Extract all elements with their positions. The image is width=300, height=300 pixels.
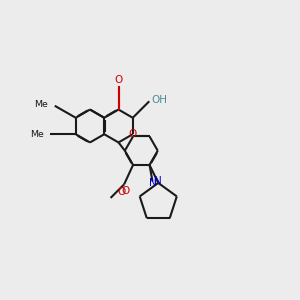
Text: Me: Me bbox=[30, 130, 44, 139]
Text: O: O bbox=[114, 75, 123, 85]
Text: N: N bbox=[154, 176, 162, 185]
Text: N: N bbox=[149, 178, 156, 188]
Text: OH: OH bbox=[152, 95, 168, 105]
Text: O: O bbox=[118, 187, 126, 197]
Text: Me: Me bbox=[34, 100, 48, 109]
Text: O: O bbox=[129, 129, 137, 139]
Text: O: O bbox=[122, 186, 130, 196]
